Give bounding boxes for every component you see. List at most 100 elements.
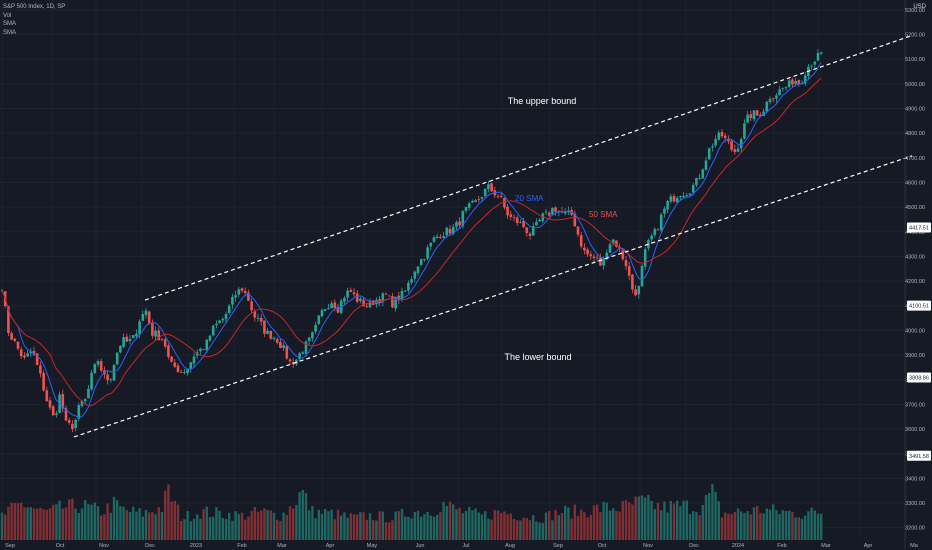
- candle-body: [83, 398, 87, 402]
- volume-bar: [212, 516, 215, 540]
- moving-averages: [1, 62, 822, 419]
- volume-bar: [618, 511, 621, 540]
- candle-body: [759, 114, 762, 117]
- candle-body: [272, 337, 276, 339]
- volume-bar: [429, 515, 432, 540]
- candle-body: [685, 195, 689, 197]
- volume-bar: [16, 503, 20, 540]
- candle-body: [445, 227, 449, 236]
- candle-body: [179, 372, 183, 373]
- indicator-sma-2[interactable]: SMA: [3, 29, 17, 36]
- candle-body: [349, 289, 353, 293]
- candle-body: [253, 311, 257, 318]
- candle-body: [35, 353, 39, 365]
- candle-body: [362, 299, 365, 307]
- candle-body: [215, 323, 218, 326]
- candle-body: [256, 317, 260, 319]
- volume-bar: [208, 516, 212, 540]
- volume-bar: [96, 506, 100, 540]
- volume-bar: [615, 510, 618, 540]
- upper-bound-line: [144, 34, 913, 301]
- symbol-title[interactable]: S&P 500 Index, 1D, SP: [3, 4, 66, 10]
- candle-body: [205, 339, 209, 351]
- volume-bar: [80, 508, 84, 540]
- candle-body: [19, 349, 23, 357]
- time-tick-label: Feb: [237, 543, 246, 549]
- volume-bar: [768, 509, 772, 540]
- volume-bar: [279, 520, 282, 540]
- volume-bar: [372, 519, 375, 540]
- volume-bar: [356, 514, 359, 540]
- candle-body: [640, 265, 644, 287]
- candle-body: [359, 298, 362, 302]
- volume-bar: [458, 507, 461, 540]
- indicator-vol[interactable]: Vol: [3, 12, 12, 19]
- indicator-sma-1[interactable]: SMA: [3, 21, 17, 27]
- candle-body: [631, 274, 634, 290]
- volume-bar: [749, 514, 752, 540]
- sma-20-label: 20 SMA: [515, 194, 544, 203]
- currency-label[interactable]: USD: [913, 4, 926, 10]
- volume-bar: [490, 519, 493, 540]
- price-tick-label: 5100.00: [905, 57, 925, 63]
- volume-bar: [333, 519, 336, 540]
- time-axis[interactable]: Sep Oct Nov Dec 2023 Feb Mar Apr May Jun Jul Aug Sep…: [5, 543, 919, 549]
- candle-body: [186, 368, 189, 373]
- candle-body: [794, 80, 797, 84]
- candle-body: [16, 341, 20, 349]
- volume-bar: [42, 509, 45, 540]
- volume-bar: [464, 510, 468, 540]
- volume-bar: [637, 496, 640, 540]
- candle-body: [39, 365, 42, 374]
- candle-body: [634, 289, 637, 296]
- candle-body: [93, 364, 97, 374]
- volume-bar: [167, 484, 170, 540]
- price-tick-label: 3900.00: [905, 353, 925, 359]
- candle-body: [288, 359, 292, 362]
- candle-body: [688, 193, 692, 196]
- volume-bar: [496, 510, 500, 540]
- candle-body: [589, 254, 593, 257]
- candle-body: [346, 290, 349, 298]
- candle-body: [496, 196, 500, 198]
- channel-lines[interactable]: [73, 34, 913, 438]
- volume-bar: [164, 490, 167, 540]
- candle-body: [797, 80, 801, 85]
- volume-bar: [756, 506, 759, 540]
- volume-bar: [468, 506, 471, 540]
- candle-body: [784, 87, 788, 89]
- candle-body: [320, 310, 324, 317]
- candle-body: [531, 225, 535, 236]
- price-axis[interactable]: 3200.003300.003400.003500.003600.003700.…: [905, 8, 931, 532]
- candle-body: [624, 260, 628, 267]
- volume-bar: [522, 517, 525, 540]
- volume-bar: [503, 511, 506, 540]
- volume-bar: [304, 493, 308, 540]
- volume-bar: [695, 512, 698, 540]
- volume-bar: [583, 512, 586, 540]
- price-tick-label: 3600.00: [905, 427, 925, 433]
- volume-bar: [816, 513, 820, 540]
- candle-body: [442, 236, 445, 239]
- candle-body: [608, 244, 612, 253]
- volume-bar: [592, 505, 596, 540]
- price-label-box: [907, 372, 931, 383]
- volume-bar: [13, 503, 16, 540]
- volume-bar: [762, 513, 765, 540]
- candle-body: [176, 365, 180, 373]
- price-tick-label: 4200.00: [905, 279, 925, 285]
- candle-body: [419, 259, 423, 266]
- volume-bar: [64, 507, 68, 540]
- price-label-text: 4100.51: [909, 304, 929, 310]
- candle-body: [778, 89, 781, 96]
- time-tick-label: Nov: [643, 543, 653, 549]
- volume-bar: [653, 509, 656, 540]
- candle-body: [99, 361, 103, 371]
- candle-body: [669, 196, 673, 202]
- volume-bar: [36, 508, 39, 540]
- volume-bar: [752, 507, 756, 540]
- candle-body: [218, 320, 221, 323]
- volume-bar: [103, 514, 106, 540]
- candle-body: [739, 138, 743, 149]
